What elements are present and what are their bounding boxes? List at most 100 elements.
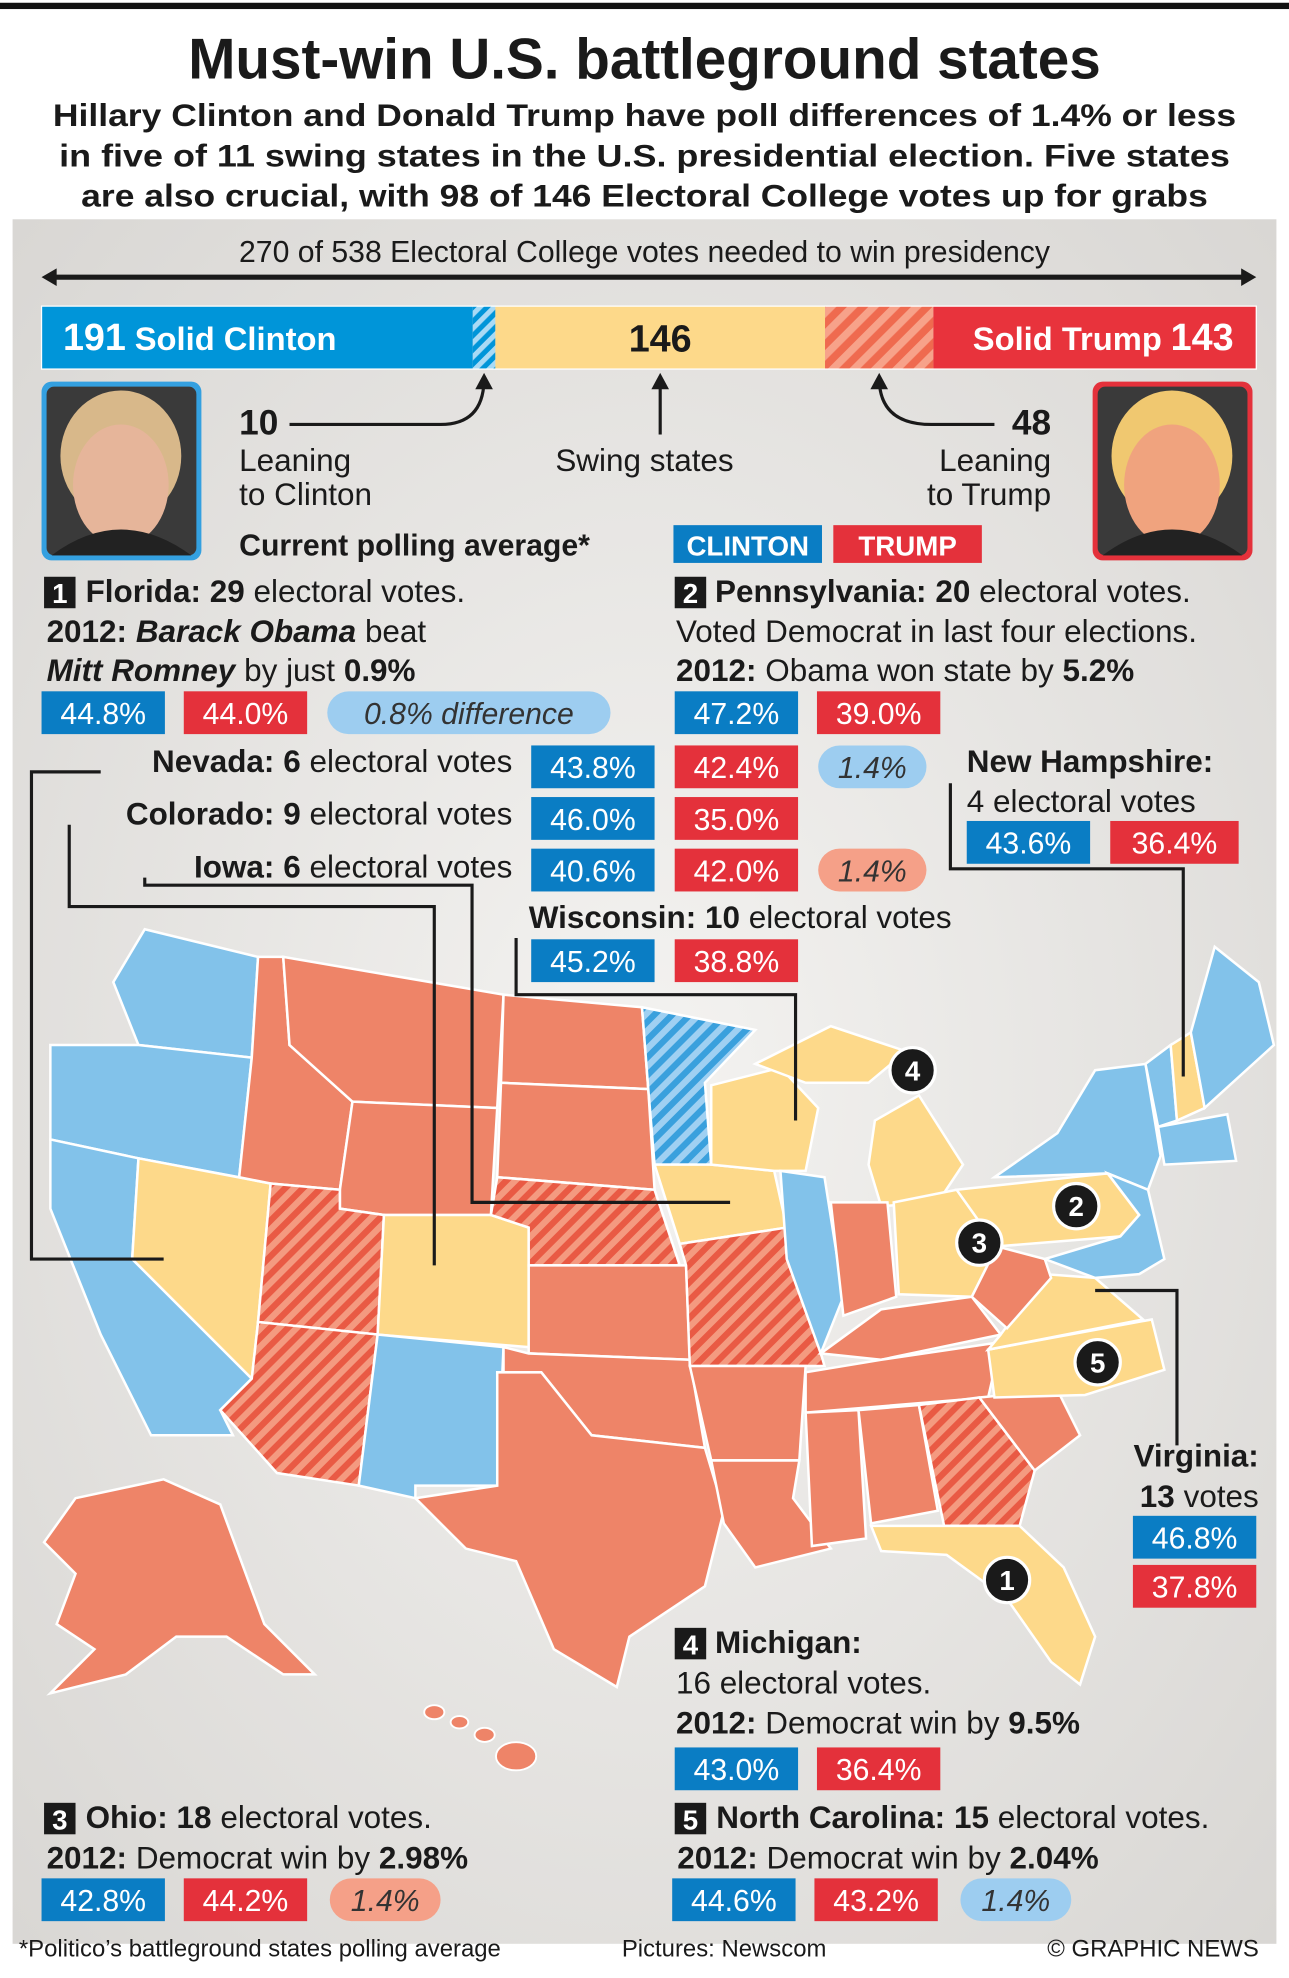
clinton-poll xyxy=(674,691,799,735)
number-text: 2 xyxy=(683,578,698,609)
subtitle: are also crucial, with 98 of 146 Elector… xyxy=(81,179,1208,214)
text-run: 5.2% xyxy=(1063,653,1135,688)
trump-poll-text: 43.2% xyxy=(833,1885,919,1918)
text-run: 2.98% xyxy=(379,1840,468,1875)
clinton-poll xyxy=(672,1878,796,1922)
state-ak xyxy=(42,1477,318,1696)
state-heading: North Carolina: 15 electoral votes. xyxy=(716,1800,1209,1835)
rule-end xyxy=(1241,268,1257,286)
arrowhead xyxy=(870,372,889,390)
text-run: electoral votes xyxy=(749,900,952,935)
trump-poll-text: 42.4% xyxy=(694,752,780,785)
state-nj-md xyxy=(1040,1170,1166,1280)
state-me xyxy=(1189,944,1276,1111)
leader-line xyxy=(948,783,1185,1077)
swing-label: Swing states xyxy=(555,443,733,478)
clinton-poll xyxy=(531,745,655,789)
text-run: 29 xyxy=(210,574,245,609)
text-run: 2.04% xyxy=(1010,1840,1099,1875)
clinton-poll-text: 42.8% xyxy=(60,1885,146,1918)
state-sd xyxy=(495,1081,656,1192)
clinton-poll-text: 44.8% xyxy=(60,698,146,731)
leader-line xyxy=(1095,1288,1179,1446)
text-run: 143 xyxy=(1171,317,1234,359)
vote-segment xyxy=(825,306,934,370)
clinton-photo-shoulders xyxy=(51,529,192,556)
clinton-poll xyxy=(674,1747,799,1791)
number-box xyxy=(674,576,707,609)
title: Must-win U.S. battleground states xyxy=(188,27,1101,91)
state-history: 2012: Obama won state by 5.2% xyxy=(676,653,1134,688)
state-note: Voted Democrat in last four elections. xyxy=(676,614,1197,649)
state-heading: Pennsylvania: 20 electoral votes. xyxy=(715,574,1191,609)
number-text: 4 xyxy=(683,1629,699,1660)
state-al xyxy=(857,1403,940,1525)
clinton-poll xyxy=(1132,1515,1257,1559)
map-marker-text: 3 xyxy=(972,1228,987,1259)
text-run: 2012: xyxy=(47,1840,127,1875)
map-marker xyxy=(888,1045,937,1095)
text-run: 9.5% xyxy=(1008,1706,1080,1741)
subtitle: in five of 11 swing states in the U.S. p… xyxy=(59,138,1230,173)
difference-pill xyxy=(818,848,927,892)
leader-line xyxy=(67,824,436,1266)
difference-pill xyxy=(329,1878,441,1922)
vote-segment xyxy=(933,306,1257,370)
state-ar xyxy=(688,1364,807,1462)
trump-poll xyxy=(183,691,308,735)
map-marker-text: 1 xyxy=(999,1565,1014,1596)
legend-trump xyxy=(833,525,982,563)
text-run: 13 xyxy=(1140,1479,1175,1514)
state-il xyxy=(779,1169,845,1357)
leaning-trump-label: Leaning xyxy=(939,443,1051,478)
text-run: Florida: xyxy=(86,574,201,609)
trump-poll xyxy=(816,1747,941,1791)
map-marker-text: 2 xyxy=(1069,1191,1084,1222)
trump-poll-text: 36.4% xyxy=(836,1754,922,1787)
trump-poll-text: 36.4% xyxy=(1132,828,1218,861)
state-ga xyxy=(917,1396,1037,1528)
trump-poll-text: 39.0% xyxy=(836,698,922,731)
state-votes: 4 electoral votes xyxy=(967,784,1196,819)
state-votes: 16 electoral votes. xyxy=(676,1665,931,1700)
number-text: 3 xyxy=(52,1804,67,1835)
credit: Pictures: Newscom xyxy=(622,1935,827,1962)
clinton-poll xyxy=(531,848,655,892)
trump-photo-shoulders xyxy=(1102,529,1243,556)
leader-line xyxy=(514,938,798,1121)
text-run: by just xyxy=(244,653,335,688)
solid-trump-label: Solid Trump 143 xyxy=(973,317,1234,359)
map-marker-text: 4 xyxy=(905,1055,921,1086)
trump-poll xyxy=(674,797,799,840)
leader-line xyxy=(29,770,164,1261)
text-run: beat xyxy=(365,614,426,649)
state-hi xyxy=(423,1704,446,1721)
text-run: Solid Clinton xyxy=(135,320,337,357)
map-marker xyxy=(1052,1181,1101,1231)
clinton-poll-text: 43.6% xyxy=(986,828,1072,861)
text-run: 2012: xyxy=(47,614,127,649)
text-run: Pennsylvania: xyxy=(715,574,927,609)
clinton-poll xyxy=(41,691,165,735)
leaning-clinton-label: to Clinton xyxy=(239,477,372,512)
trump-poll-text: 35.0% xyxy=(694,804,780,837)
difference-pill xyxy=(327,691,611,735)
trump-poll xyxy=(183,1878,308,1922)
state-ms xyxy=(804,1408,868,1548)
text-run: Ohio: xyxy=(86,1800,168,1835)
state-history: 2012: Democrat win by 9.5% xyxy=(676,1706,1080,1741)
text-run: Democrat win by xyxy=(136,1840,370,1875)
vote-segment xyxy=(495,306,826,370)
text-run: electoral votes. xyxy=(998,1800,1210,1835)
text-run: Nevada: xyxy=(152,744,274,779)
trump-poll xyxy=(674,939,799,983)
source: © GRAPHIC NEWS xyxy=(1047,1935,1259,1962)
clinton-poll-text: 44.6% xyxy=(691,1885,777,1918)
state-mi-up xyxy=(752,1024,909,1085)
trump-poll-text: 44.2% xyxy=(203,1885,289,1918)
difference-text: 1.4% xyxy=(838,752,907,785)
text-run: electoral votes xyxy=(310,850,513,885)
trump-photo-face xyxy=(1124,424,1220,546)
trump-poll xyxy=(674,848,799,892)
